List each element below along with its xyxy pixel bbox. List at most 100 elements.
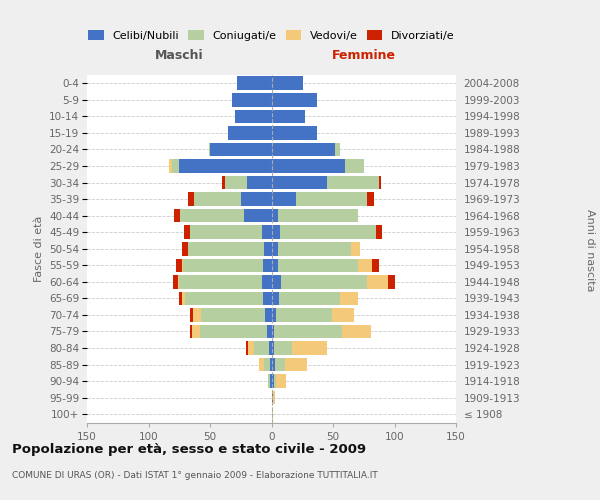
Bar <box>245 342 248 355</box>
Bar <box>169 159 172 173</box>
Bar <box>244 209 271 222</box>
Bar <box>185 292 263 305</box>
Bar <box>281 275 367 288</box>
Bar <box>271 226 280 239</box>
Text: Maschi: Maschi <box>155 49 203 62</box>
Y-axis label: Fasce di età: Fasce di età <box>34 216 44 282</box>
Bar <box>259 358 264 372</box>
Bar <box>210 142 271 156</box>
Bar <box>379 176 381 190</box>
Bar <box>237 76 271 90</box>
Bar <box>367 275 388 288</box>
Bar <box>367 192 374 206</box>
Bar <box>271 308 277 322</box>
Bar <box>176 258 182 272</box>
Bar <box>376 226 382 239</box>
Text: Femmine: Femmine <box>332 49 396 62</box>
Bar <box>279 292 340 305</box>
Bar <box>346 159 364 173</box>
Bar <box>271 358 275 372</box>
Bar <box>269 342 271 355</box>
Bar <box>175 209 181 222</box>
Bar <box>266 324 271 338</box>
Bar <box>270 358 271 372</box>
Bar <box>271 159 346 173</box>
Bar <box>285 358 307 372</box>
Bar <box>172 159 179 173</box>
Bar <box>263 292 271 305</box>
Bar <box>190 308 193 322</box>
Bar <box>193 308 202 322</box>
Bar <box>277 374 286 388</box>
Bar <box>271 93 317 106</box>
Bar <box>181 209 244 222</box>
Bar <box>264 242 271 256</box>
Bar <box>179 275 262 288</box>
Bar <box>278 209 358 222</box>
Bar <box>271 408 273 421</box>
Bar <box>182 292 185 305</box>
Bar <box>247 176 271 190</box>
Bar <box>194 192 241 206</box>
Bar <box>271 209 278 222</box>
Bar <box>341 324 371 338</box>
Bar <box>222 176 225 190</box>
Bar <box>271 76 304 90</box>
Bar <box>202 308 265 322</box>
Bar <box>200 324 266 338</box>
Bar <box>270 374 271 388</box>
Bar <box>358 258 373 272</box>
Bar <box>254 342 269 355</box>
Bar <box>388 275 395 288</box>
Bar <box>209 142 210 156</box>
Bar <box>183 258 263 272</box>
Bar <box>271 142 335 156</box>
Bar <box>179 159 271 173</box>
Bar <box>248 342 254 355</box>
Bar <box>373 258 379 272</box>
Bar <box>273 391 275 404</box>
Bar <box>271 176 327 190</box>
Bar <box>274 342 292 355</box>
Text: COMUNE DI URAS (OR) - Dati ISTAT 1° gennaio 2009 - Elaborazione TUTTITALIA.IT: COMUNE DI URAS (OR) - Dati ISTAT 1° genn… <box>12 471 378 480</box>
Bar <box>271 192 296 206</box>
Bar <box>190 324 191 338</box>
Bar <box>271 258 278 272</box>
Bar <box>268 374 270 388</box>
Bar <box>271 342 274 355</box>
Bar <box>271 126 317 140</box>
Bar <box>241 192 271 206</box>
Bar <box>332 308 354 322</box>
Bar <box>275 358 285 372</box>
Bar <box>340 292 358 305</box>
Bar <box>262 226 271 239</box>
Bar <box>184 226 190 239</box>
Bar <box>182 242 188 256</box>
Bar <box>264 358 270 372</box>
Bar <box>179 292 182 305</box>
Bar <box>352 242 360 256</box>
Text: Popolazione per età, sesso e stato civile - 2009: Popolazione per età, sesso e stato civil… <box>12 442 366 456</box>
Legend: Celibi/Nubili, Coniugati/e, Vedovi/e, Divorziati/e: Celibi/Nubili, Coniugati/e, Vedovi/e, Di… <box>85 26 458 44</box>
Bar <box>271 275 281 288</box>
Bar <box>225 176 247 190</box>
Bar <box>190 226 262 239</box>
Bar <box>274 324 341 338</box>
Bar <box>335 142 340 156</box>
Bar <box>188 192 194 206</box>
Bar <box>232 93 271 106</box>
Bar <box>271 324 274 338</box>
Bar <box>265 308 271 322</box>
Bar <box>280 226 376 239</box>
Text: Anni di nascita: Anni di nascita <box>585 209 595 291</box>
Bar <box>173 275 178 288</box>
Bar <box>235 110 271 123</box>
Bar <box>178 275 179 288</box>
Bar <box>296 192 367 206</box>
Bar <box>182 258 183 272</box>
Bar <box>278 242 352 256</box>
Bar <box>271 374 274 388</box>
Bar <box>292 342 327 355</box>
Bar <box>262 275 271 288</box>
Bar <box>188 242 264 256</box>
